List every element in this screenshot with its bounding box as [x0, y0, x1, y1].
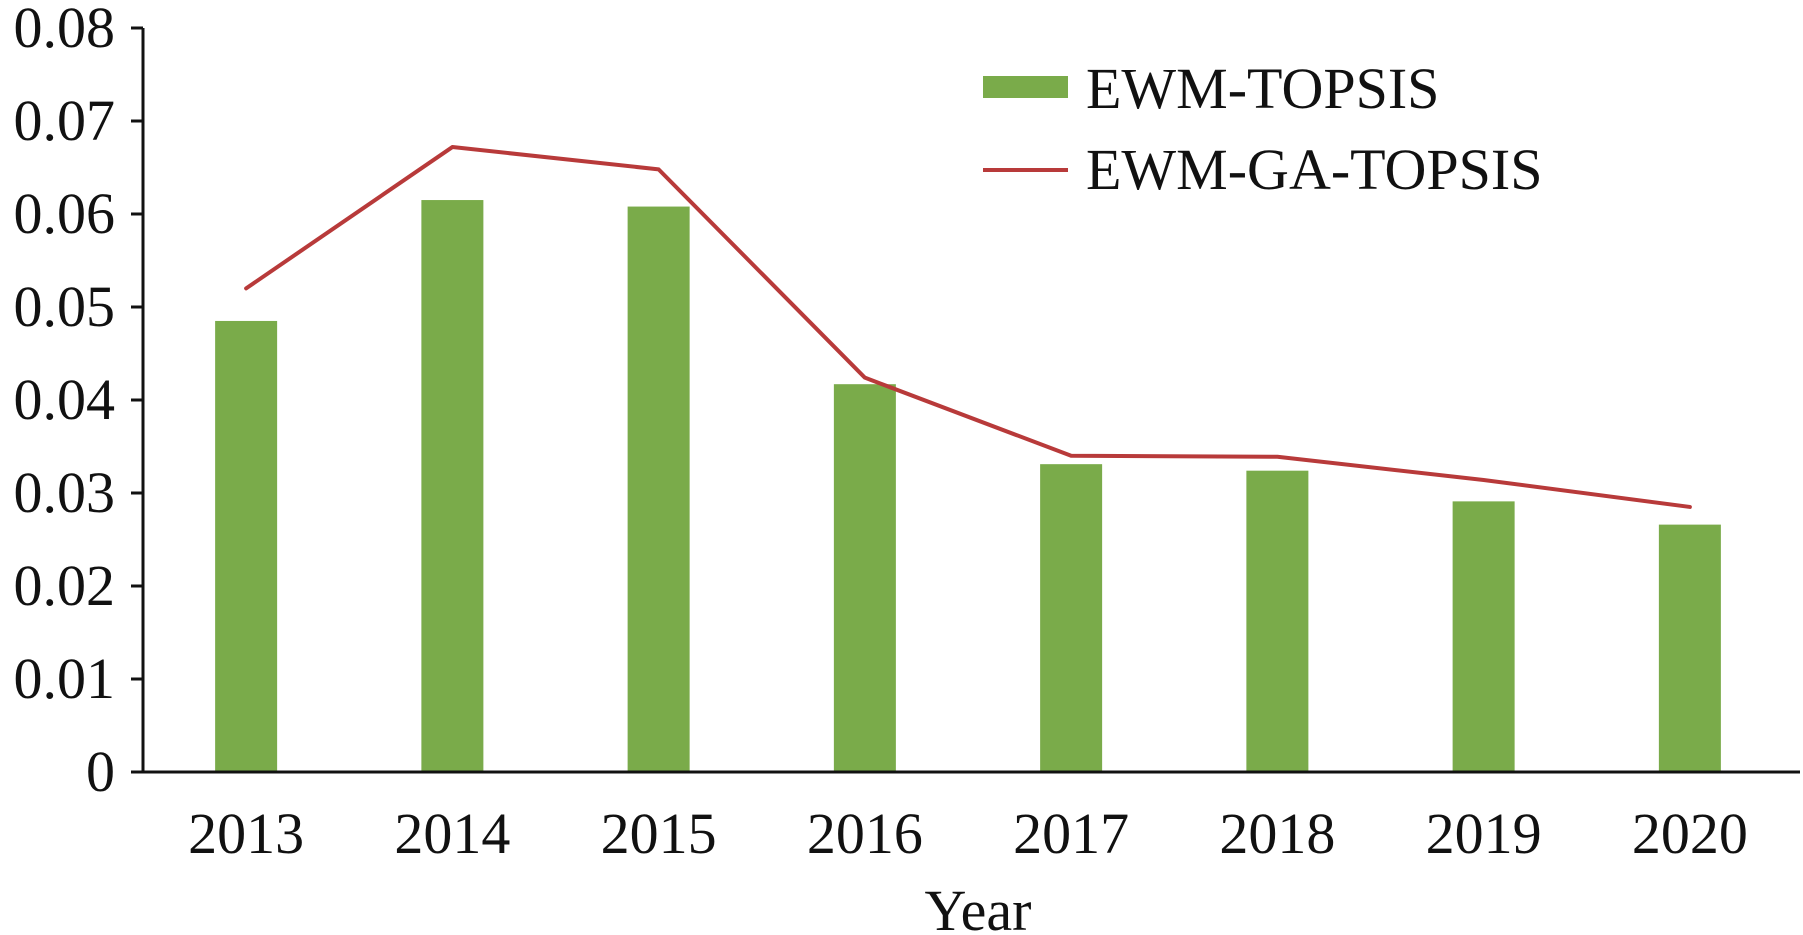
legend-label-ewm-topsis: EWM-TOPSIS — [1086, 56, 1439, 121]
x-axis-tick-labels: 2013 2014 2015 2016 2017 2018 2019 2020 — [188, 801, 1748, 866]
bar-2014 — [421, 200, 484, 773]
bar-2017 — [1040, 464, 1103, 772]
bar-2013 — [215, 320, 278, 772]
legend: EWM-TOPSIS EWM-GA-TOPSIS — [983, 56, 1543, 202]
x-tick-label: 2017 — [1013, 801, 1129, 866]
x-axis-title: Year — [925, 878, 1032, 935]
y-tick-label: 0.04 — [14, 367, 116, 432]
y-tick-label: 0.02 — [14, 553, 116, 618]
x-tick-label: 2015 — [601, 801, 717, 866]
legend-swatch-ewm-topsis — [983, 76, 1068, 98]
legend-label-ewm-ga-topsis: EWM-GA-TOPSIS — [1086, 137, 1543, 202]
y-tick-label: 0.08 — [14, 0, 116, 60]
x-tick-label: 2013 — [188, 801, 304, 866]
y-tick-label: 0.03 — [14, 460, 116, 525]
bars-ewm-topsis — [215, 200, 1721, 773]
x-tick-label: 2014 — [394, 801, 510, 866]
bar-2016 — [833, 384, 896, 772]
y-tick-label: 0.01 — [14, 646, 116, 711]
x-tick-label: 2020 — [1632, 801, 1748, 866]
x-tick-label: 2019 — [1426, 801, 1542, 866]
x-tick-label: 2016 — [807, 801, 923, 866]
bar-2020 — [1658, 524, 1721, 772]
y-tick-label: 0.07 — [14, 88, 116, 153]
y-axis-ticks: 0 0.01 0.02 0.03 0.04 0.05 0.06 0.07 0.08 — [14, 0, 143, 804]
bar-2015 — [627, 206, 690, 772]
x-tick-label: 2018 — [1219, 801, 1335, 866]
bar-2019 — [1452, 501, 1515, 772]
line-ewm-ga-topsis — [244, 145, 1692, 509]
y-tick-label: 0.05 — [14, 274, 116, 339]
bar-2018 — [1246, 470, 1309, 772]
y-tick-label: 0.06 — [14, 181, 116, 246]
y-tick-label: 0 — [86, 739, 115, 804]
